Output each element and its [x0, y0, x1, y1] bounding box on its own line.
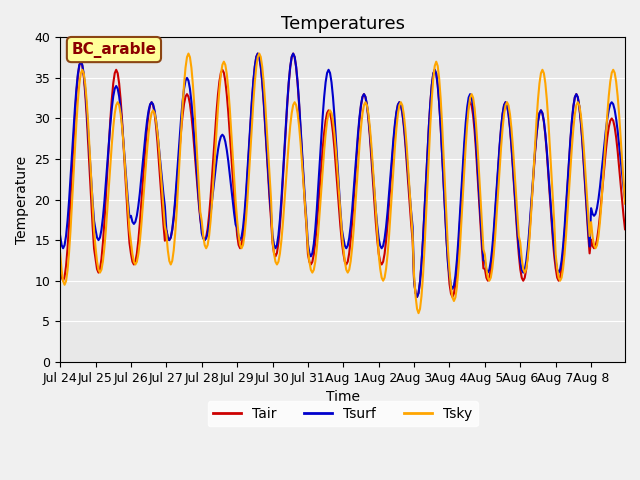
- Tsurf: [620, 184, 627, 190]
- Tair: [56, 263, 64, 269]
- Tsurf: [413, 294, 421, 300]
- Tsurf: [462, 120, 470, 125]
- Tair: [621, 227, 629, 232]
- Tsurf: [254, 51, 262, 57]
- X-axis label: Time: Time: [326, 390, 360, 404]
- Tsky: [415, 310, 422, 316]
- Tsky: [184, 51, 192, 57]
- Tair: [93, 266, 101, 272]
- Tsky: [93, 258, 101, 264]
- Title: Temperatures: Temperatures: [280, 15, 404, 33]
- Legend: Tair, Tsurf, Tsky: Tair, Tsurf, Tsky: [207, 401, 477, 426]
- Tsurf: [348, 207, 356, 213]
- Line: Tsurf: Tsurf: [60, 54, 625, 297]
- Line: Tair: Tair: [60, 54, 625, 297]
- Tair: [462, 128, 470, 133]
- Tsky: [621, 201, 629, 206]
- Y-axis label: Temperature: Temperature: [15, 156, 29, 244]
- Tsurf: [56, 233, 64, 239]
- Tsurf: [621, 196, 629, 202]
- Tsky: [620, 179, 627, 185]
- Tair: [348, 219, 356, 225]
- Tair: [546, 192, 554, 198]
- Tsky: [546, 142, 554, 148]
- Tair: [254, 51, 262, 57]
- Tair: [76, 62, 83, 68]
- Tair: [620, 213, 627, 219]
- Tsurf: [76, 62, 83, 68]
- Tair: [413, 294, 421, 300]
- Tsky: [348, 245, 356, 251]
- Tsky: [76, 81, 83, 87]
- Tsky: [56, 251, 64, 256]
- Tsky: [462, 143, 470, 149]
- Tsurf: [93, 235, 101, 240]
- Text: BC_arable: BC_arable: [72, 42, 156, 58]
- Tsurf: [546, 189, 554, 194]
- Line: Tsky: Tsky: [60, 54, 625, 313]
